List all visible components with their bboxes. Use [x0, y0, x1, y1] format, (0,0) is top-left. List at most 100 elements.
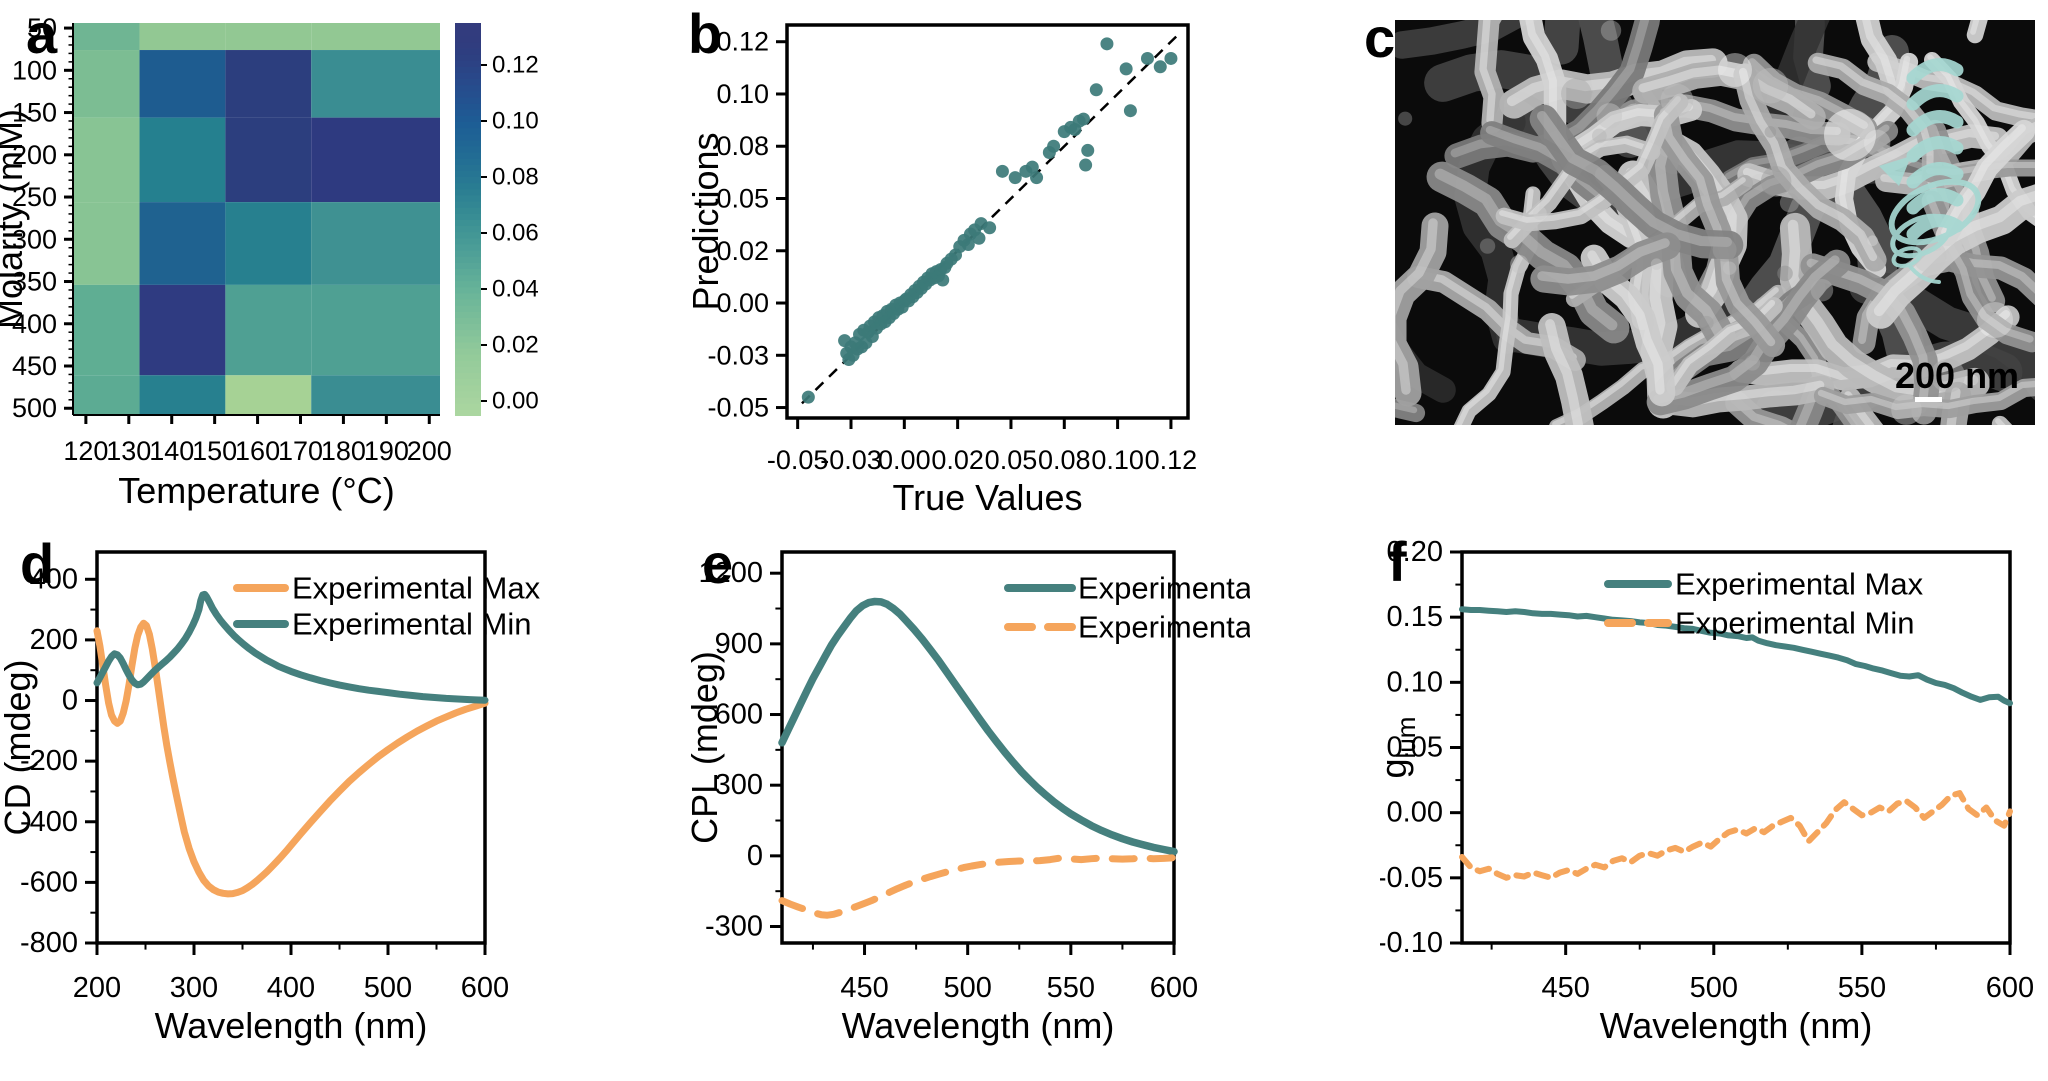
heatmap-cell — [311, 375, 440, 415]
data-point — [1164, 51, 1178, 65]
svg-text:100: 100 — [12, 55, 57, 85]
legend-label: Experimental Max — [1675, 567, 1924, 602]
svg-text:200: 200 — [407, 436, 452, 466]
svg-text:170: 170 — [278, 436, 323, 466]
data-point — [1123, 104, 1137, 118]
svg-text:0.08: 0.08 — [716, 131, 769, 161]
cpl-spectrum-chart: 450 500 550 600 -300 0 300 600 900 1200 Wavelength… — [690, 550, 1250, 1046]
svg-text:500: 500 — [943, 972, 991, 1004]
x-axis-label: Wavelength (nm) — [842, 1005, 1115, 1046]
panel-a-heatmap: 120 130 140 150 160 170 180 190 200 50 100 150 200 25… — [0, 0, 620, 530]
svg-text:600: 600 — [1150, 972, 1198, 1004]
svg-text:50: 50 — [27, 13, 57, 43]
data-point — [1119, 62, 1133, 76]
y-axis-label: Predictions — [685, 132, 726, 310]
svg-text:-200: -200 — [20, 745, 78, 777]
heatmap-cell — [225, 23, 312, 51]
svg-text:350: 350 — [12, 267, 57, 297]
svg-text:-0.03: -0.03 — [820, 445, 882, 475]
svg-text:-600: -600 — [20, 866, 78, 898]
heatmap-cell — [311, 117, 440, 203]
panel-e-cpl-spectrum: 450 500 550 600 -300 0 300 600 900 1200 Wavelength… — [690, 530, 1250, 1081]
heatmap-cell — [139, 50, 226, 118]
svg-text:0.12: 0.12 — [492, 52, 539, 79]
heatmap-cell — [225, 284, 312, 376]
heatmap-cells — [73, 23, 440, 415]
svg-text:0.08: 0.08 — [1038, 445, 1091, 475]
axis-ticks — [85, 577, 487, 955]
axis-ticks — [64, 26, 431, 424]
scatter-chart: -0.05-0.030.00 0.02 0.05 0.08 0.10 0.12-0.05-… — [685, 23, 1197, 518]
data-point — [1025, 160, 1039, 174]
svg-text:-300: -300 — [705, 911, 763, 943]
svg-text:130: 130 — [106, 436, 151, 466]
svg-text:-0.03: -0.03 — [707, 340, 769, 370]
data-point — [936, 273, 950, 287]
panel-e-label: e — [702, 532, 734, 595]
svg-text:0.05: 0.05 — [1387, 732, 1443, 764]
legend-label: Experimental Max — [292, 571, 541, 606]
svg-text:0.08: 0.08 — [492, 164, 539, 191]
series-experimental-max — [778, 597, 1178, 856]
x-axis-label: Wavelength (nm) — [155, 1005, 428, 1046]
series-experimental-min — [778, 854, 1178, 919]
svg-text:0.05: 0.05 — [985, 445, 1038, 475]
legend-label: Experimental Min — [1078, 610, 1250, 645]
y-axis-label: Molarity (mM) — [0, 109, 30, 329]
heatmap-cell — [73, 117, 140, 203]
svg-text:0.02: 0.02 — [492, 332, 539, 359]
panel-f-label: f — [1388, 530, 1407, 593]
glum-spectrum-chart: 450 500 550 600 -0.10 -0.05 0.00 0.05 0.10 0.15 0.… — [1380, 536, 2034, 1046]
svg-text:550: 550 — [1838, 972, 1886, 1004]
svg-text:400: 400 — [12, 309, 57, 339]
data-point — [1008, 171, 1022, 185]
axis-ticks — [1450, 550, 2012, 955]
heatmap-cell — [311, 284, 440, 376]
svg-text:200: 200 — [30, 624, 78, 656]
svg-text:200: 200 — [73, 972, 121, 1004]
svg-text:550: 550 — [1047, 972, 1095, 1004]
axis-ticks — [770, 571, 1176, 955]
svg-text:500: 500 — [364, 972, 412, 1004]
x-axis-label: Temperature (°C) — [118, 470, 394, 511]
svg-text:-0.05: -0.05 — [1380, 862, 1443, 894]
data-point — [1030, 171, 1044, 185]
heatmap-chart: 1201301401501601701801902005010015020025… — [0, 13, 539, 511]
data-point — [1076, 112, 1090, 126]
x-axis-label: Wavelength (nm) — [1600, 1005, 1873, 1046]
svg-text:1200: 1200 — [698, 557, 763, 589]
svg-text:300: 300 — [12, 224, 57, 254]
identity-line — [801, 34, 1179, 405]
svg-text:-0.05: -0.05 — [767, 445, 829, 475]
series-experimental-max — [93, 619, 489, 898]
svg-text:0.20: 0.20 — [1387, 536, 1443, 568]
svg-text:-400: -400 — [20, 806, 78, 838]
svg-text:300: 300 — [170, 972, 218, 1004]
data-point — [1047, 139, 1061, 153]
series-experimental-max — [1459, 606, 2013, 707]
scatter-points — [801, 37, 1178, 404]
heatmap-cell — [73, 23, 140, 51]
data-point — [1081, 143, 1095, 157]
heatmap-cell — [225, 50, 312, 118]
axis-ticks — [776, 40, 1173, 429]
svg-text:120: 120 — [63, 436, 108, 466]
series-experimental-min — [93, 590, 489, 704]
svg-text:0: 0 — [62, 685, 78, 717]
heatmap-cell — [139, 284, 226, 376]
heatmap-cell — [225, 117, 312, 203]
heatmap-cell — [311, 23, 440, 51]
svg-text:0.12: 0.12 — [716, 27, 769, 57]
heatmap-cell — [225, 375, 312, 415]
svg-text:0.10: 0.10 — [1091, 445, 1144, 475]
heatmap-cell — [311, 50, 440, 118]
svg-text:500: 500 — [12, 393, 57, 423]
y-axis-label: CPL (mdeg) — [690, 651, 725, 844]
plot-frame — [780, 550, 1176, 945]
data-point — [1079, 158, 1093, 172]
svg-text:450: 450 — [840, 972, 888, 1004]
legend-label: Experimental Min — [1675, 606, 1914, 641]
svg-text:0.15: 0.15 — [1387, 601, 1443, 633]
heatmap-cell — [139, 117, 226, 203]
